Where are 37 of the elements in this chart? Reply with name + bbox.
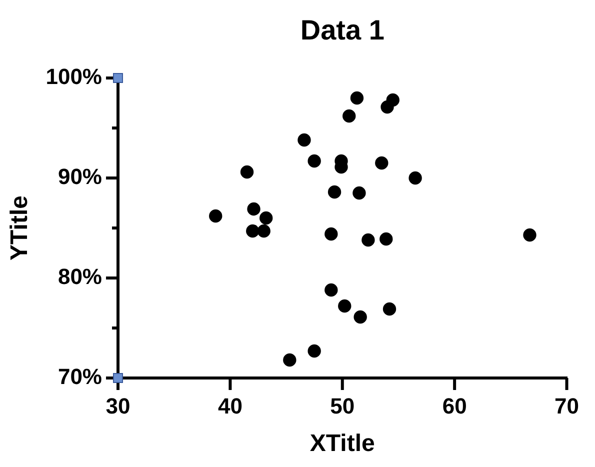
chart-title: Data 1 [300, 14, 384, 46]
y-tick-label: 100% [46, 64, 102, 90]
point [352, 186, 366, 200]
point [350, 91, 364, 105]
y-axis-title: YTitle [6, 196, 34, 260]
x-tick-label: 70 [554, 393, 580, 418]
x-axis-title: XTitle [310, 430, 375, 458]
point [362, 233, 375, 247]
point [375, 156, 388, 170]
y-tick-label: 70% [58, 364, 102, 390]
point [338, 299, 352, 313]
point [328, 185, 342, 199]
point [259, 211, 273, 225]
point [247, 202, 260, 216]
point [342, 109, 356, 123]
point [209, 209, 222, 223]
x-tick-label: 60 [442, 393, 467, 418]
point [298, 133, 311, 147]
point [380, 232, 393, 246]
point [308, 344, 321, 358]
y-tick-label: 90% [58, 164, 102, 190]
y-tick-label: 80% [58, 264, 102, 290]
point [382, 302, 396, 316]
point [354, 310, 367, 324]
point [240, 165, 254, 179]
point [257, 224, 270, 238]
point [324, 227, 338, 241]
point [386, 93, 400, 107]
point [246, 224, 260, 238]
x-tick-label: 30 [106, 393, 130, 418]
point [324, 283, 338, 297]
point [308, 154, 321, 168]
point [283, 353, 296, 367]
x-tick-label: 40 [218, 393, 242, 418]
point [408, 171, 422, 185]
point [523, 228, 536, 242]
x-tick-label: 50 [330, 393, 355, 418]
